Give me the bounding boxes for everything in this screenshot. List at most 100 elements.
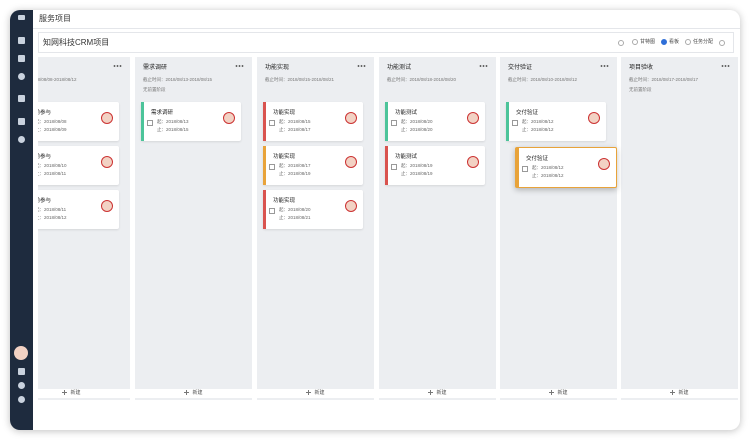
home-icon[interactable] — [18, 37, 25, 44]
start-label: 起： — [38, 119, 44, 124]
end-value: 2018/08/19 — [288, 171, 311, 176]
end-date: 止：2018/08/19 — [401, 171, 433, 177]
view-label: 看板 — [668, 39, 679, 45]
card-title: 功能测试 — [395, 154, 418, 160]
task-card[interactable]: 需求调研 起：2018/08/13 止：2018/08/15 — [141, 102, 241, 141]
new-task-button[interactable]: 新建 — [135, 389, 252, 398]
card-title: 功能测试 — [395, 110, 418, 116]
new-task-button[interactable]: 新建 — [621, 389, 738, 398]
settings-icon[interactable] — [18, 396, 25, 403]
pie-icon[interactable] — [18, 73, 25, 80]
task-card[interactable]: 功能实现 起：2018/08/17 止：2018/08/19 — [263, 146, 363, 185]
view-option[interactable]: 任务分配 — [684, 33, 713, 52]
more-menu[interactable] — [600, 65, 609, 67]
checkbox[interactable] — [512, 120, 518, 126]
new-label: 新建 — [678, 390, 689, 396]
column-title: 功能实现 — [265, 65, 290, 71]
checkbox[interactable] — [269, 164, 275, 170]
assignee-avatar — [223, 112, 235, 124]
checkbox[interactable] — [269, 208, 275, 214]
checkbox[interactable] — [391, 120, 397, 126]
column-period: 截止时间：2018/08/13-2018/08/15 — [143, 77, 213, 82]
column-note: 无前置阶段 — [629, 87, 652, 92]
plus-icon — [62, 390, 68, 396]
new-label: 新建 — [436, 390, 447, 396]
more-menu[interactable] — [235, 65, 244, 67]
assignee-avatar — [101, 200, 113, 212]
column-period: 间：2018/08/08-2018/08/12 — [38, 77, 77, 82]
plus-icon — [184, 390, 190, 396]
start-value: 2018/08/19 — [410, 163, 433, 168]
more-menu[interactable] — [479, 65, 488, 67]
end-value: 2018/08/20 — [410, 127, 433, 132]
chart-icon[interactable] — [18, 55, 25, 62]
task-card[interactable]: 交付验证 起：2018/08/12 止：2018/08/12 — [515, 147, 617, 188]
task-card[interactable]: 售前参与起：2018/08/11止：2018/08/12 — [38, 190, 119, 229]
start-date: 起：2018/08/20 — [401, 119, 433, 125]
new-task-button[interactable]: 新建 — [379, 389, 496, 398]
end-value: 2018/08/12 — [531, 127, 554, 132]
task-card[interactable]: 售前参与起：2018/08/08止：2018/08/09 — [38, 102, 119, 141]
start-label: 起： — [279, 119, 288, 124]
assignee-avatar — [467, 156, 479, 168]
end-label: 止： — [522, 127, 531, 132]
end-label: 止： — [38, 127, 44, 132]
start-date: 起：2018/08/12 — [522, 119, 554, 125]
monitor-icon[interactable] — [18, 95, 25, 102]
project-bar: 知网科技CRM项目 甘特图 看板 任务分配 — [38, 32, 734, 53]
task-card[interactable]: 交付验证 起：2018/08/12 止：2018/08/12 — [506, 102, 606, 141]
card-title: 售前参与 — [38, 154, 52, 160]
column: 功能实现 截止时间：2018/08/15-2018/08/21 功能实现 起：2018… — [257, 57, 374, 400]
star-icon[interactable] — [18, 118, 25, 125]
end-label: 止： — [38, 171, 44, 176]
card-title: 功能实现 — [273, 154, 296, 160]
view-label: 甘特图 — [639, 39, 655, 45]
start-date: 起：2018/08/13 — [157, 119, 189, 125]
start-value: 2018/08/12 — [531, 119, 554, 124]
assignee-avatar — [345, 156, 357, 168]
start-value: 2018/08/12 — [541, 165, 564, 170]
new-task-button[interactable]: 新建 — [257, 389, 374, 398]
checkbox[interactable] — [522, 166, 528, 172]
refresh-icon[interactable] — [617, 39, 624, 46]
end-date: 止：2018/08/15 — [157, 127, 189, 133]
help-icon[interactable] — [719, 39, 725, 46]
clock-icon[interactable] — [18, 136, 25, 143]
plus-icon — [549, 390, 555, 396]
new-task-button[interactable]: 新建 — [38, 389, 130, 398]
end-date: 止：2018/08/17 — [279, 127, 311, 133]
user-avatar[interactable] — [14, 346, 28, 360]
more-menu[interactable] — [113, 65, 122, 67]
new-task-button[interactable]: 新建 — [500, 389, 617, 398]
task-card[interactable]: 功能实现 起：2018/08/20 止：2018/08/21 — [263, 190, 363, 229]
more-menu[interactable] — [357, 65, 366, 67]
help-icon[interactable] — [18, 382, 25, 389]
checkbox[interactable] — [391, 164, 397, 170]
card-title: 售前参与 — [38, 198, 52, 204]
end-date: 止：2018/08/09 — [38, 127, 67, 133]
view-option[interactable]: 甘特图 — [631, 33, 655, 52]
assignee-avatar — [101, 156, 113, 168]
task-card[interactable]: 功能测试 起：2018/08/20 止：2018/08/20 — [385, 102, 485, 141]
apps-icon[interactable] — [18, 368, 25, 375]
menu-icon[interactable] — [18, 15, 25, 20]
start-date: 起：2018/08/20 — [279, 207, 311, 213]
assignee-avatar — [598, 158, 610, 170]
checkbox[interactable] — [269, 120, 275, 126]
view-option[interactable]: 看板 — [660, 33, 679, 52]
start-value: 2018/08/15 — [288, 119, 311, 124]
start-label: 起： — [38, 163, 44, 168]
radio — [660, 38, 667, 45]
new-label: 新建 — [192, 390, 203, 396]
task-card[interactable]: 功能实现 起：2018/08/15 止：2018/08/17 — [263, 102, 363, 141]
start-label: 起： — [38, 207, 44, 212]
task-card[interactable]: 售前参与起：2018/08/10止：2018/08/11 — [38, 146, 119, 185]
status-bar — [506, 102, 509, 141]
end-label: 止： — [279, 215, 288, 220]
checkbox[interactable] — [147, 120, 153, 126]
task-card[interactable]: 功能测试 起：2018/08/19 止：2018/08/19 — [385, 146, 485, 185]
kanban-board: (0/3)间：2018/08/08-2018/08/120项售前参与起：2018… — [38, 57, 738, 400]
more-menu[interactable] — [721, 65, 730, 67]
end-value: 2018/08/17 — [288, 127, 311, 132]
